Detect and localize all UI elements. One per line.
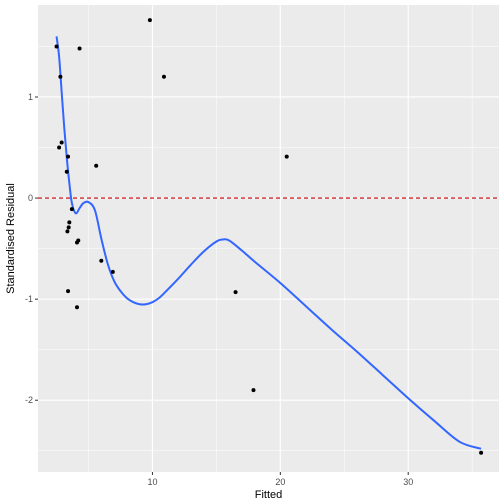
minor-gridlines [38, 5, 499, 472]
y-tick-label: 1 [28, 92, 33, 102]
y-axis-title: Standardised Residual [5, 183, 17, 294]
data-point [66, 154, 71, 159]
data-point [233, 290, 238, 295]
x-tick-label: 10 [147, 477, 157, 487]
data-point [54, 44, 59, 49]
data-point [99, 258, 104, 263]
data-point [67, 220, 72, 225]
data-points [54, 18, 484, 455]
data-point [59, 140, 64, 145]
axis-ticks [35, 96, 409, 475]
data-point [77, 46, 82, 51]
data-point [76, 238, 81, 243]
data-point [251, 388, 256, 393]
data-point [64, 169, 69, 174]
data-point [65, 229, 70, 234]
data-point [94, 163, 99, 168]
y-tick-label: -2 [25, 395, 33, 405]
data-point [147, 18, 152, 23]
x-tick-label: 30 [403, 477, 413, 487]
plot-panel [38, 5, 499, 472]
data-point [284, 154, 289, 159]
y-tick-label: 0 [28, 193, 33, 203]
data-point [110, 269, 115, 274]
data-point [75, 305, 80, 310]
data-point [66, 289, 71, 294]
major-gridlines [38, 5, 499, 472]
data-point [479, 450, 484, 455]
data-point [57, 145, 62, 150]
data-point [69, 207, 74, 212]
x-axis-title: Fitted [255, 489, 283, 501]
data-point [161, 74, 166, 79]
x-tick-labels: 10 20 30 [147, 477, 413, 487]
y-tick-label: -1 [25, 294, 33, 304]
data-point [58, 74, 63, 79]
x-tick-label: 20 [275, 477, 285, 487]
y-tick-labels: -2 -1 0 1 [25, 92, 33, 405]
data-point [66, 225, 71, 230]
